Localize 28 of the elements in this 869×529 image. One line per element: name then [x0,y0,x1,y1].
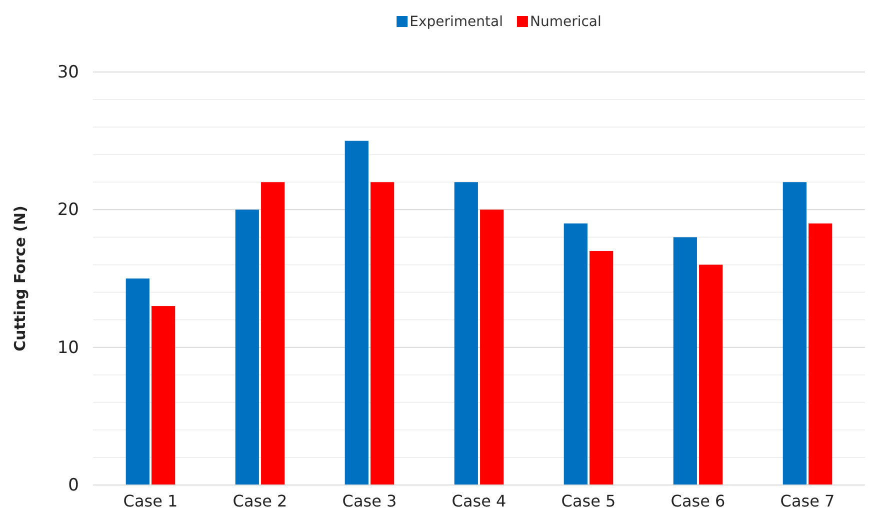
x-tick-label: Case 4 [452,491,506,510]
x-tick-label: Case 6 [670,491,726,510]
bar [480,210,504,485]
y-tick-label: 20 [57,200,79,220]
y-tick-label: 10 [57,338,79,358]
legend-label: Experimental [410,14,503,30]
x-tick-label: Case 2 [232,491,288,510]
x-tick-label: Case 1 [123,491,178,510]
bar [126,278,150,485]
bar [454,182,478,485]
bar [590,250,614,485]
bar [673,237,697,485]
bar [261,182,285,485]
y-tick-label: 30 [57,62,79,82]
x-tick-label: Case 5 [561,491,616,510]
bar [152,306,176,485]
bar [344,140,368,485]
bar [370,182,394,485]
bar [808,223,832,485]
legend-label: Numerical [530,14,602,30]
y-axis-title: Cutting Force (N) [11,206,29,352]
bar [235,210,259,485]
bar [564,223,588,485]
x-tick-label: Case 3 [342,491,397,510]
bar [699,264,723,485]
y-tick-label: 0 [68,475,79,496]
x-tick-label: Case 7 [780,491,835,510]
bar [782,182,806,485]
